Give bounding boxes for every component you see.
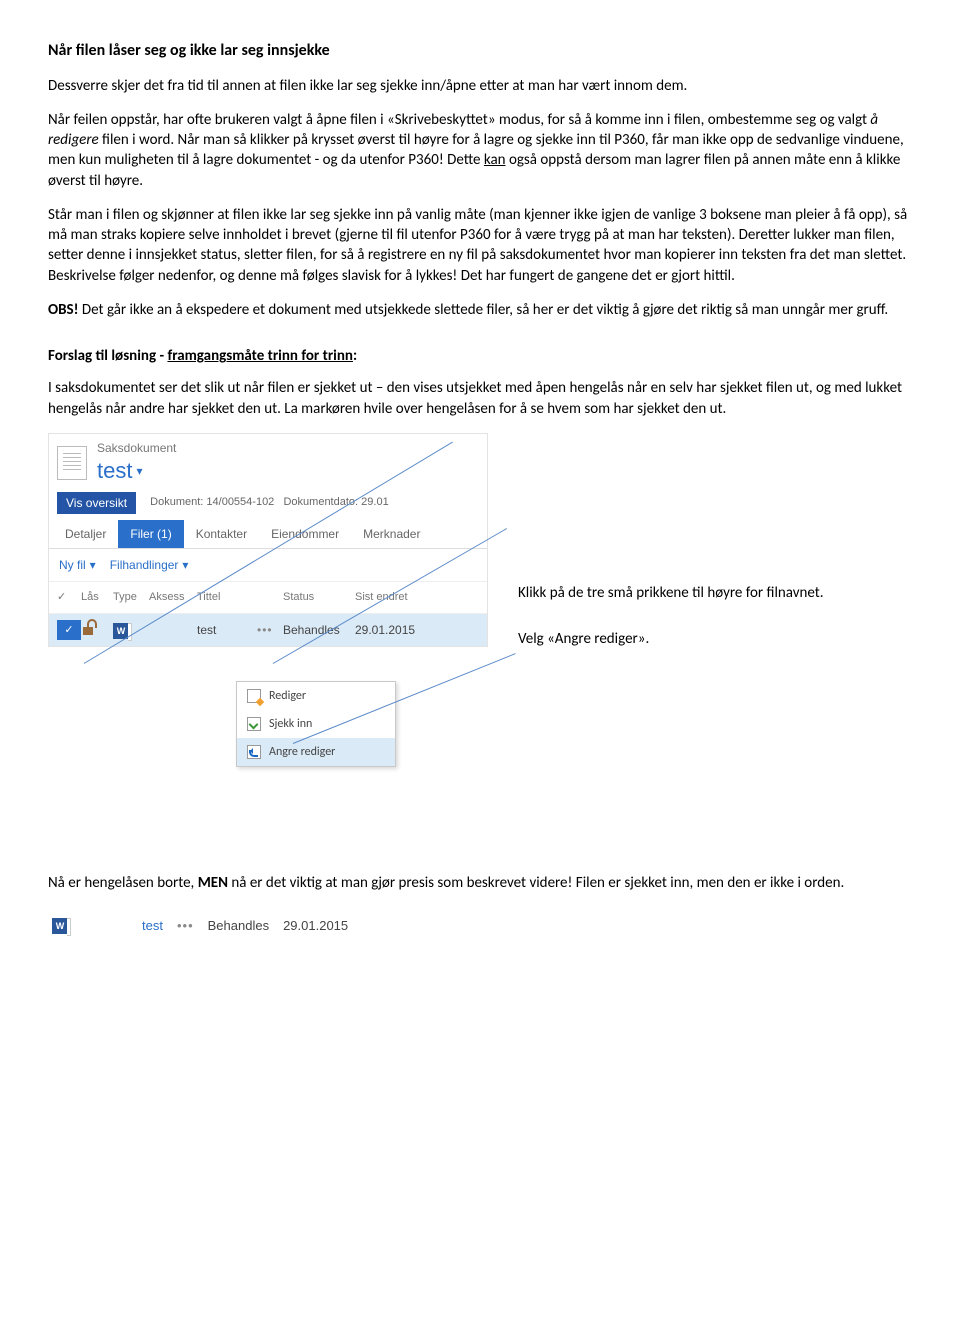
undo-icon (247, 745, 261, 759)
col-las: Lås (77, 588, 109, 607)
p360-columns: ✓ Lås Type Aksess Tittel Status Sist end… (49, 582, 487, 614)
meta-doc-label: Dokument: (150, 496, 203, 508)
paragraph-2: Når feilen oppstår, har ofte brukeren va… (48, 110, 912, 191)
word-icon: W (52, 918, 68, 934)
section-post: framgangsmåte trinn for trinn (167, 347, 353, 365)
annotation-1: Klikk på de tre små prikkene til høyre f… (518, 583, 824, 603)
tab-eiendommer[interactable]: Eiendommer (259, 520, 351, 548)
context-menu: Rediger Sjekk inn Angre rediger (236, 681, 396, 768)
edit-icon (247, 689, 261, 703)
filhandlinger-button[interactable]: Filhandlinger ▾ (110, 557, 189, 573)
bottom-actions-button[interactable]: ••• (177, 917, 194, 935)
p360-tabs: Detaljer Filer (1) Kontakter Eiendommer … (49, 520, 487, 549)
nyfil-label: Ny fil (59, 557, 86, 573)
paragraph-3: Står man i filen og skjønner at filen ik… (48, 205, 912, 286)
annotation-2: Velg «Angre rediger». (518, 629, 649, 649)
tab-kontakter[interactable]: Kontakter (184, 520, 259, 548)
tab-detaljer[interactable]: Detaljer (53, 520, 118, 548)
paragraph-5: I saksdokumentet ser det slik ut når fil… (48, 378, 912, 419)
p360-title-text: test (97, 456, 132, 486)
chevron-down-icon: ▾ (90, 557, 96, 573)
p360-meta-row: Vis oversikt Dokument: 14/00554-102 Doku… (49, 488, 487, 520)
row-title: test (193, 620, 253, 640)
p360-header-label: Saksdokument (97, 440, 176, 456)
col-dots (253, 588, 279, 607)
bottom-status: Behandles (208, 917, 269, 935)
meta-date-label: Dokumentdato: (283, 496, 358, 508)
p4-obs: OBS! (48, 301, 79, 319)
table-row[interactable]: ✓ W test ••• Behandles 29.01.2015 (49, 614, 487, 646)
menu-rediger-label: Rediger (269, 688, 306, 704)
vis-oversikt-button[interactable]: Vis oversikt (57, 492, 136, 514)
section-colon: : (353, 347, 357, 365)
chevron-down-icon: ▾ (182, 557, 188, 573)
screenshot-area: Saksdokument test ▾ Vis oversikt Dokumen… (48, 433, 912, 823)
section-heading: Forslag til løsning - framgangsmåte trin… (48, 346, 912, 366)
bottom-date: 29.01.2015 (283, 917, 348, 935)
row-date: 29.01.2015 (351, 620, 431, 640)
col-check: ✓ (53, 588, 77, 607)
paragraph-6: Nå er hengelåsen borte, MEN nå er det vi… (48, 873, 912, 893)
nyfil-button[interactable]: Ny fil ▾ (59, 557, 96, 573)
p360-meta: Dokument: 14/00554-102 Dokumentdato: 29.… (150, 495, 389, 510)
section-pre: Forslag til løsning - (48, 347, 167, 365)
chevron-down-icon: ▾ (136, 463, 142, 479)
p4-body: Det går ikke an å ekspedere et dokument … (79, 301, 889, 319)
p360-window: Saksdokument test ▾ Vis oversikt Dokumen… (48, 433, 488, 647)
tab-filer[interactable]: Filer (1) (118, 520, 183, 548)
p6-a: Nå er hengelåsen borte, (48, 874, 198, 892)
menu-angre-rediger[interactable]: Angre rediger (237, 738, 395, 766)
checkin-icon (247, 717, 261, 731)
document-icon (57, 446, 87, 480)
menu-angre-label: Angre rediger (269, 744, 335, 760)
col-sist: Sist endret (351, 588, 431, 607)
filhandlinger-label: Filhandlinger (110, 557, 179, 573)
col-type: Type (109, 588, 145, 607)
col-status: Status (279, 588, 351, 607)
paragraph-4: OBS! Det går ikke an å ekspedere et doku… (48, 300, 912, 320)
document-title: Når filen låser seg og ikke lar seg inns… (48, 40, 912, 62)
col-aksess: Aksess (145, 588, 193, 607)
paragraph-1: Dessverre skjer det fra tid til annen at… (48, 76, 912, 96)
lock-open-icon (81, 621, 95, 635)
row-aksess (145, 628, 193, 632)
p2-a: Når feilen oppstår, har ofte brukeren va… (48, 111, 870, 129)
p360-header-title[interactable]: test ▾ (97, 456, 176, 486)
menu-sjekkinn-label: Sjekk inn (269, 716, 312, 732)
tab-merknader[interactable]: Merknader (351, 520, 432, 548)
bottom-file-row: W test ••• Behandles 29.01.2015 (48, 917, 912, 935)
menu-rediger[interactable]: Rediger (237, 682, 395, 710)
p2-underline: kan (484, 151, 506, 169)
bottom-title[interactable]: test (142, 917, 163, 935)
meta-date-val: 29.01 (361, 496, 389, 508)
p6-c: nå er det viktig at man gjør presis som … (228, 874, 844, 892)
p6-men: MEN (198, 874, 228, 892)
row-actions-button[interactable]: ••• (253, 620, 279, 640)
meta-doc-val: 14/00554-102 (206, 496, 274, 508)
